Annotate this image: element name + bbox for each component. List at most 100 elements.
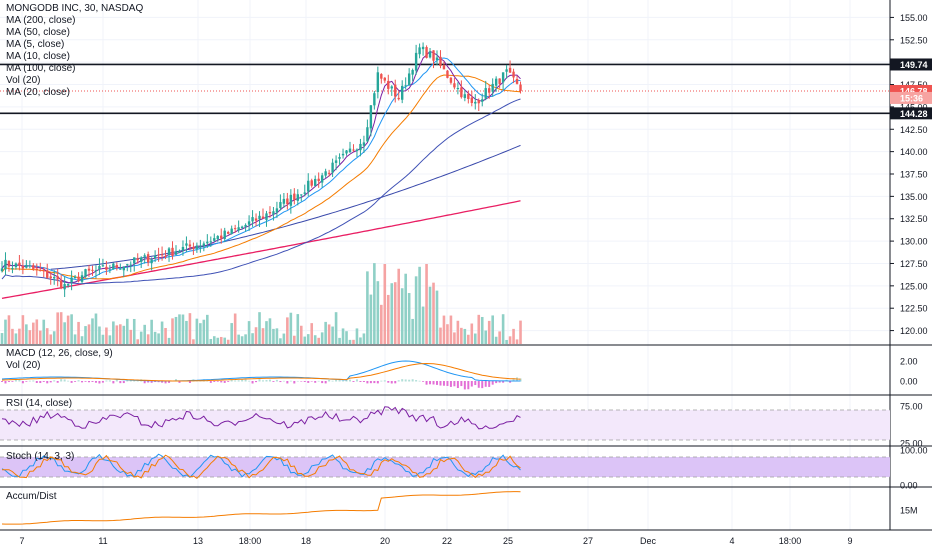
macd-histogram-bar — [136, 380, 139, 382]
volume-bar — [132, 318, 136, 344]
candle-body — [449, 77, 453, 83]
volume-bar — [449, 315, 453, 344]
macd-histogram-bar — [512, 378, 515, 382]
volume-bar — [390, 283, 394, 344]
macd-histogram-bar — [349, 379, 351, 382]
macd-histogram-bar — [338, 379, 341, 382]
macd-histogram-bar — [328, 379, 331, 382]
pane-tick-label: 15M — [900, 506, 918, 516]
macd-histogram-bar — [251, 381, 254, 384]
macd-vol-legend[interactable]: Vol (20) — [6, 360, 41, 371]
macd-histogram-bar — [321, 381, 324, 384]
macd-histogram-bar — [376, 381, 379, 384]
candle-body — [167, 248, 171, 256]
volume-bar — [310, 323, 314, 344]
macd-histogram-bar — [404, 379, 407, 382]
candle-body — [272, 211, 275, 215]
candle-body — [512, 71, 515, 78]
volume-bar — [237, 334, 240, 344]
macd-histogram-bar — [401, 379, 404, 382]
legend-ma100[interactable]: MA (100, close) — [6, 63, 76, 74]
volume-bar — [14, 333, 18, 344]
volume-bar — [251, 333, 254, 344]
rsi-legend[interactable]: RSI (14, close) — [6, 398, 73, 409]
volume-bar — [491, 315, 494, 344]
macd-histogram-bar — [432, 381, 435, 385]
macd-histogram-bar — [220, 381, 223, 383]
ma100-line — [50, 144, 521, 270]
volume-bar — [216, 337, 220, 344]
volume-bar — [453, 332, 456, 344]
candle-body — [470, 97, 473, 103]
macd-histogram-bar — [293, 381, 296, 384]
volume-bar — [393, 282, 397, 344]
candle-body — [160, 254, 164, 256]
legend-vol[interactable]: Vol (20) — [6, 75, 41, 86]
pane-tick-label: 0.00 — [900, 481, 918, 491]
candle-body — [341, 153, 345, 156]
macd-histogram-bar — [345, 380, 348, 382]
legend-ma50[interactable]: MA (50, close) — [6, 27, 70, 38]
time-tick-label: 20 — [380, 536, 390, 546]
candle-body — [442, 65, 446, 70]
macd-histogram-bar — [1, 381, 3, 382]
candle-body — [439, 56, 442, 66]
volume-bar — [233, 313, 237, 344]
volume-bar — [101, 334, 105, 344]
volume-bar — [87, 324, 91, 344]
macd-histogram-bar — [237, 380, 240, 382]
candle-body — [199, 245, 202, 247]
candle-body — [181, 246, 185, 251]
legend-ma200[interactable]: MA (200, close) — [6, 15, 76, 26]
volume-bar — [146, 334, 150, 344]
macd-histogram-bar — [408, 379, 411, 382]
legend-ma20[interactable]: MA (20, close) — [6, 87, 70, 98]
volume-bar — [359, 337, 362, 344]
macd-histogram-bar — [88, 381, 90, 383]
candle-body — [421, 46, 425, 50]
volume-bar — [28, 330, 32, 344]
macd-histogram-bar — [359, 381, 362, 383]
candle-body — [460, 87, 463, 98]
volume-bar — [139, 331, 143, 344]
candle-body — [188, 244, 192, 247]
macd-histogram-bar — [481, 381, 484, 389]
macd-histogram-bar — [383, 380, 386, 382]
candle-body — [488, 88, 491, 93]
macd-histogram-bar — [425, 381, 428, 385]
candle-body — [150, 259, 153, 264]
candle-body — [359, 143, 362, 151]
macd-histogram-bar — [366, 381, 369, 384]
volume-bar — [400, 288, 404, 344]
macd-histogram-bar — [373, 381, 376, 384]
candle-body — [171, 247, 174, 256]
candle-body — [195, 245, 199, 249]
macd-histogram-bar — [70, 381, 73, 383]
candle-body — [268, 211, 272, 214]
candle-body — [70, 277, 73, 283]
macd-histogram-bar — [14, 379, 17, 382]
macd-histogram-bar — [122, 381, 125, 384]
macd-legend[interactable]: MACD (12, 26, close, 9) — [6, 348, 113, 359]
volume-bar — [18, 328, 21, 344]
candle-body — [401, 85, 404, 100]
accum-legend[interactable]: Accum/Dist — [6, 491, 57, 502]
candle-body — [387, 80, 390, 89]
stoch-legend[interactable]: Stoch (14, 3, 3) — [6, 451, 75, 462]
volume-bar — [338, 337, 341, 344]
volume-bar — [42, 319, 46, 344]
candle-body — [133, 257, 136, 264]
macd-histogram-bar — [418, 380, 421, 382]
signal-line — [1, 362, 521, 382]
volume-bar — [66, 315, 70, 344]
macd-histogram-bar — [460, 381, 463, 387]
legend-ma5[interactable]: MA (5, close) — [6, 39, 65, 50]
macd-histogram-bar — [164, 381, 167, 384]
candle-body — [314, 178, 317, 186]
macd-histogram-bar — [25, 381, 28, 382]
candle-body — [80, 275, 84, 282]
candle-body — [320, 175, 324, 183]
macd-histogram-bar — [397, 380, 400, 382]
legend-ma10[interactable]: MA (10, close) — [6, 51, 70, 62]
